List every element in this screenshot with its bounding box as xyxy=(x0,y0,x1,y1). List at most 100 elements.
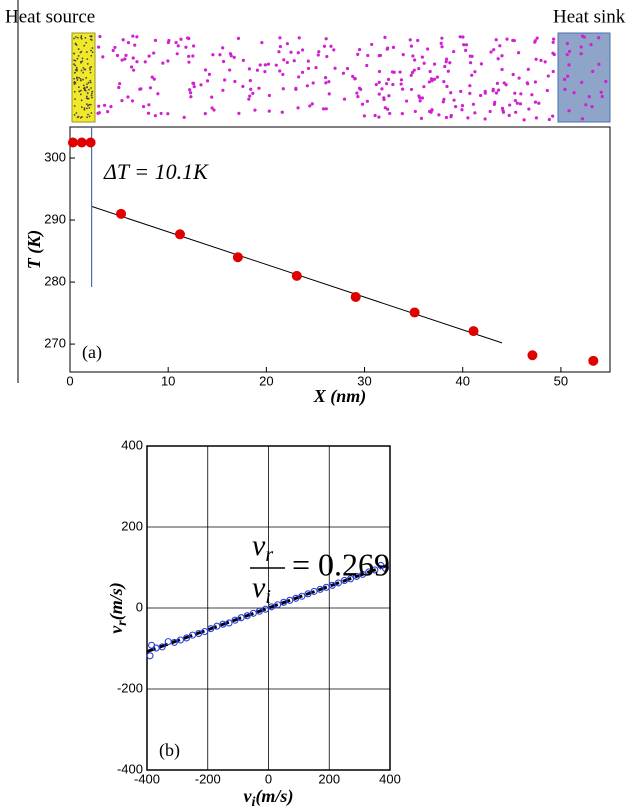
particle xyxy=(88,88,90,91)
particle xyxy=(551,69,555,74)
particle xyxy=(356,95,360,99)
particle xyxy=(76,76,78,79)
particle xyxy=(175,52,179,56)
particle xyxy=(511,38,515,43)
particle xyxy=(191,81,195,85)
particle xyxy=(498,44,502,48)
axis-label-part: r xyxy=(115,620,130,626)
particle xyxy=(329,44,333,48)
particle xyxy=(189,95,193,99)
particle xyxy=(86,63,89,65)
data-point xyxy=(292,594,300,602)
particle xyxy=(87,113,89,116)
particle xyxy=(89,81,92,84)
particle xyxy=(324,37,328,41)
particle xyxy=(166,59,170,63)
particle xyxy=(221,88,225,92)
particle xyxy=(241,84,245,89)
particle xyxy=(356,52,360,56)
particle xyxy=(84,68,87,71)
particle xyxy=(408,38,412,42)
particle xyxy=(255,68,259,72)
x-tick-label: 0 xyxy=(66,373,73,388)
particle xyxy=(147,54,151,58)
particle xyxy=(496,57,500,61)
particle xyxy=(289,50,293,54)
particle xyxy=(494,38,498,42)
particle xyxy=(277,50,281,54)
particle xyxy=(249,87,253,91)
particle xyxy=(567,109,571,113)
particle xyxy=(90,87,92,89)
particle xyxy=(90,65,93,68)
data-point xyxy=(182,634,191,642)
particle xyxy=(526,67,530,71)
particle xyxy=(513,98,517,103)
particle xyxy=(579,45,583,49)
particle xyxy=(439,41,443,45)
particle xyxy=(440,45,444,49)
particle xyxy=(191,54,195,58)
particle xyxy=(511,72,515,77)
particle xyxy=(156,92,160,96)
particle xyxy=(124,53,128,57)
particle xyxy=(73,63,75,66)
data-point xyxy=(170,638,178,646)
particle xyxy=(211,53,215,57)
particle xyxy=(97,104,101,108)
particle xyxy=(600,94,604,99)
heat-sink-region xyxy=(557,32,611,123)
particle xyxy=(501,110,506,114)
annotation-value: = 0.269 xyxy=(292,546,390,582)
particle xyxy=(551,40,555,44)
particle xyxy=(80,69,83,72)
particle xyxy=(77,48,80,50)
x-axis-label: vi(m/s) xyxy=(244,786,294,810)
particle xyxy=(398,70,402,74)
particle xyxy=(102,103,107,107)
particle xyxy=(76,79,79,81)
data-point xyxy=(146,652,154,660)
particle xyxy=(391,45,396,49)
particle xyxy=(191,44,196,48)
particle xyxy=(306,59,310,63)
particle xyxy=(91,47,94,49)
particle xyxy=(90,112,93,114)
particle xyxy=(551,51,555,55)
particle xyxy=(129,65,134,69)
particle xyxy=(76,69,78,72)
y-tick-label: 300 xyxy=(44,149,66,164)
particle xyxy=(386,77,391,81)
heat-source-region xyxy=(71,32,96,123)
particle xyxy=(73,71,76,74)
particle xyxy=(132,68,136,72)
particle xyxy=(311,81,315,85)
particle xyxy=(355,91,359,95)
particle xyxy=(483,117,487,121)
particle xyxy=(111,48,115,53)
particle xyxy=(88,103,91,106)
particle xyxy=(452,49,456,54)
particle xyxy=(205,79,210,83)
particle xyxy=(374,82,378,87)
particle xyxy=(84,89,87,92)
y-axis-label: T (K) xyxy=(24,230,45,270)
data-point xyxy=(291,270,302,281)
particle xyxy=(260,41,264,45)
particle xyxy=(85,51,88,53)
particle xyxy=(106,110,110,114)
particle xyxy=(281,72,285,77)
particle xyxy=(86,83,88,86)
particle xyxy=(488,109,492,114)
particle xyxy=(377,69,382,74)
data-point xyxy=(350,291,361,302)
particle xyxy=(118,82,122,86)
particle xyxy=(76,36,79,39)
data-point xyxy=(359,570,367,578)
particle xyxy=(147,103,151,107)
particle xyxy=(86,92,89,94)
data-point xyxy=(328,581,336,589)
particle xyxy=(345,66,350,71)
particle xyxy=(310,102,314,106)
particle xyxy=(266,62,271,66)
